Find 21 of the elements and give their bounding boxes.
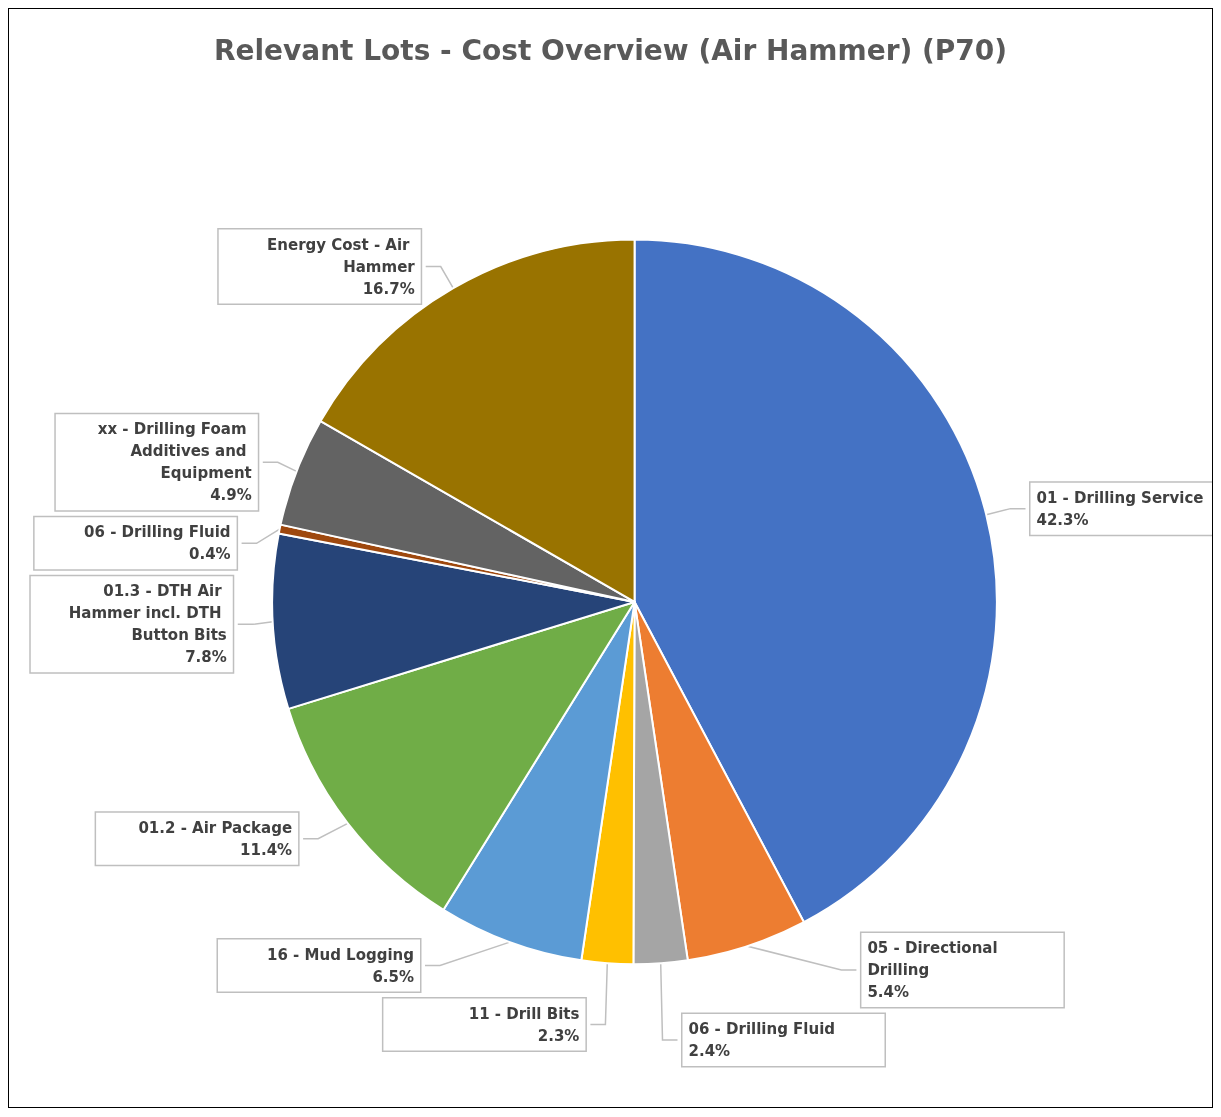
data-label: 6.5% <box>372 967 414 986</box>
slice-label: 01.2 - Air Package <box>138 818 293 837</box>
chart-title: Relevant Lots - Cost Overview (Air Hammer) (P70) <box>213 33 1008 67</box>
data-label: 4.9% <box>210 486 252 505</box>
data-label: 42.3% <box>1036 510 1089 529</box>
slice-label: 05 - Directional Drilling <box>867 938 1003 979</box>
slice-label: xx - Drilling Foam Additives and Equipment <box>97 420 252 483</box>
slice-label: 06 - Drilling Fluid <box>688 1019 836 1038</box>
data-label: 16.7% <box>362 279 415 298</box>
slice-label: 01 - Drilling Service <box>1036 488 1204 507</box>
data-label: 2.4% <box>688 1041 731 1060</box>
data-label: 11.4% <box>240 840 293 859</box>
data-label: 0.4% <box>188 545 231 564</box>
slice-label: 11 - Drill Bits <box>468 1004 580 1023</box>
data-label: 2.3% <box>537 1026 580 1045</box>
slice-label: 06 - Drilling Fluid <box>84 523 231 542</box>
slice-label: 16 - Mud Logging <box>266 945 414 964</box>
slice-label: 01.3 - DTH Air Hammer incl. DTH Button Bits <box>68 582 227 645</box>
data-label: 7.8% <box>185 648 227 667</box>
data-label: 5.4% <box>867 982 910 1001</box>
slice-label: Energy Cost - Air Hammer <box>267 235 416 276</box>
